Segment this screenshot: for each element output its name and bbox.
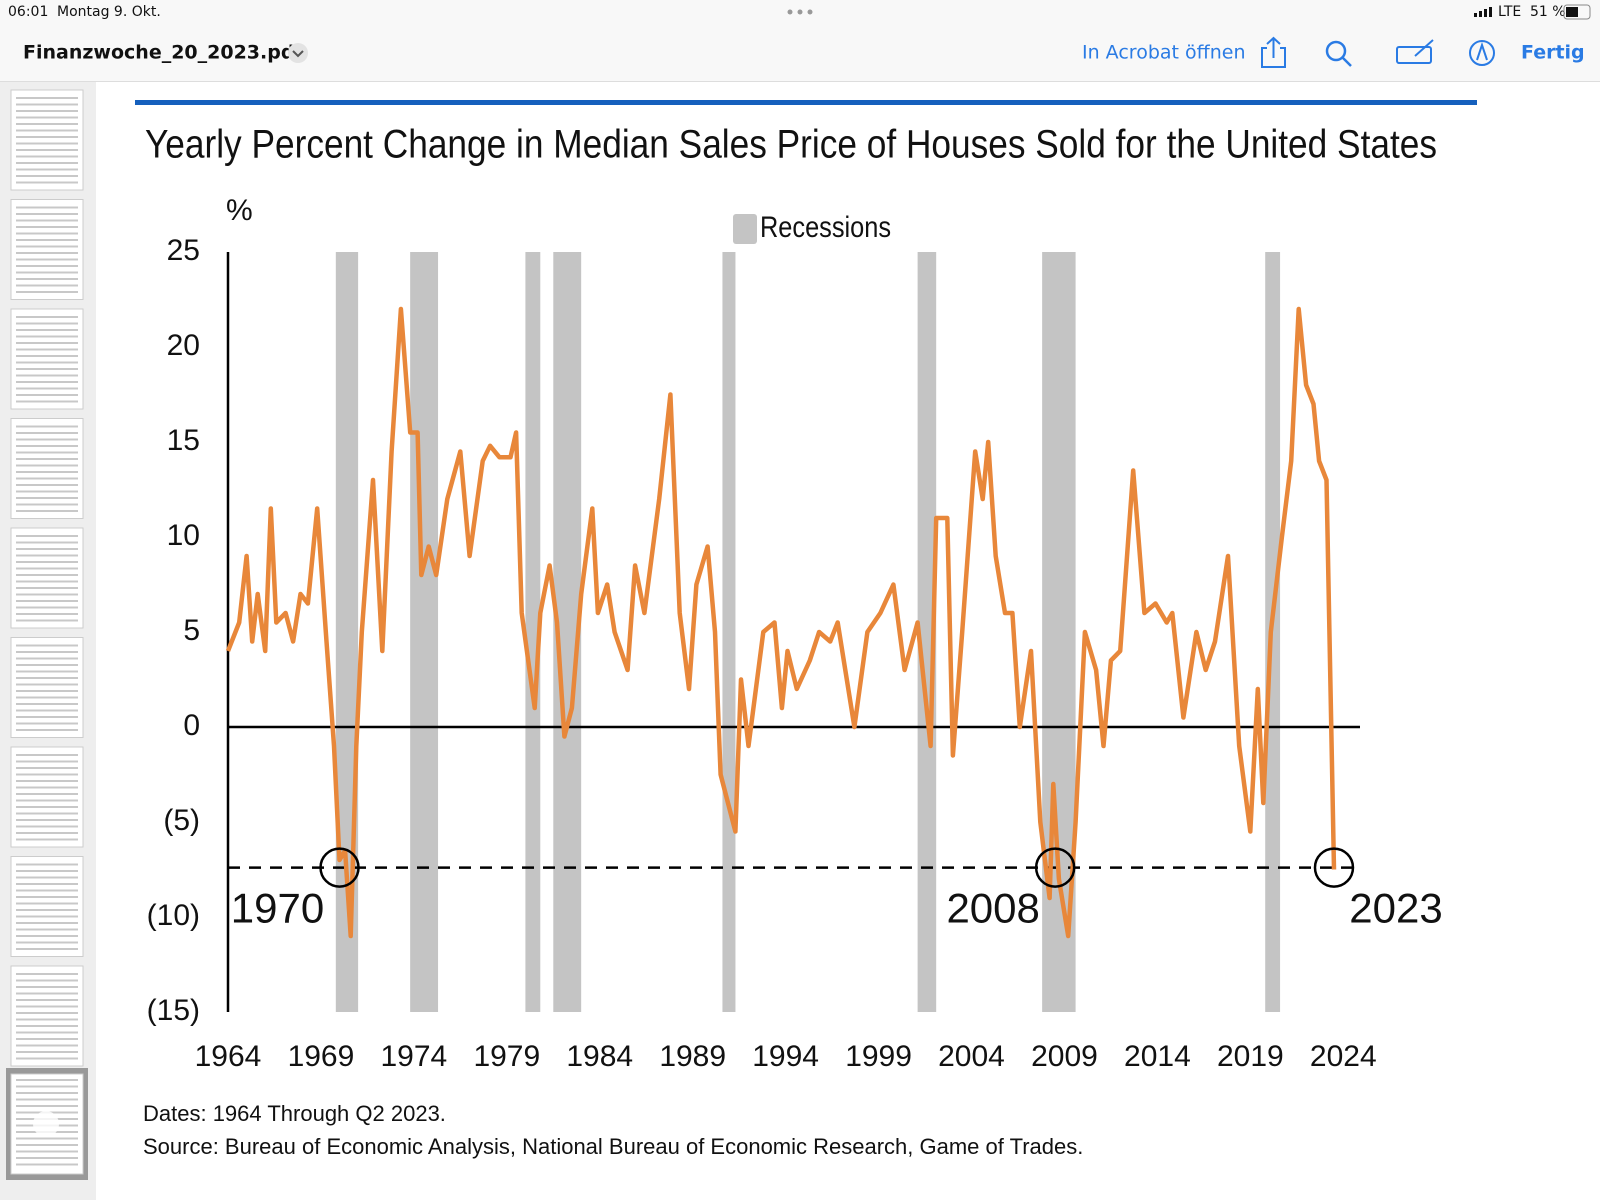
thumbnails [6,89,88,1180]
x-tick-label: 2024 [1310,1040,1377,1073]
markup-button[interactable] [1469,40,1495,66]
y-tick-label: 0 [183,709,200,742]
y-tick-label: (10) [147,899,200,932]
y-tick-label: 5 [183,614,200,647]
thumbnail[interactable] [10,637,84,738]
recession-band [525,252,541,1012]
x-tick-label: 1999 [845,1040,912,1073]
thumbnail[interactable] [10,89,84,191]
more-dots[interactable] [787,9,813,15]
x-tick-label: 1989 [659,1040,726,1073]
annotation-circle [1313,847,1355,888]
x-tick-label: 2014 [1124,1040,1191,1073]
battery-icon [1563,4,1591,20]
network: LTE [1498,4,1521,20]
y-tick-label: (15) [147,994,200,1027]
header-rule [135,100,1477,105]
x-tick-label: 2009 [1031,1040,1098,1073]
thumbnail[interactable] [10,527,84,629]
search-button[interactable] [1325,40,1352,67]
done-button[interactable]: Fertig [1521,42,1585,64]
legend-label: Recessions [760,211,891,244]
page-menu[interactable] [33,1111,59,1137]
y-tick-label: 15 [167,424,200,457]
share-button[interactable] [1261,36,1286,68]
recession-band [722,252,736,1012]
annotate-button[interactable] [1396,39,1434,64]
x-tick-label: 1984 [566,1040,633,1073]
file-menu-chevron[interactable] [288,43,308,63]
footnote: Source: Bureau of Economic Analysis, Nat… [143,1134,1083,1159]
x-tick-label: 2004 [938,1040,1005,1073]
x-tick-label: 2019 [1217,1040,1284,1073]
thumbnail[interactable] [10,965,84,1067]
file-name[interactable]: Finanzwoche_20_2023.pdf [23,42,303,64]
x-tick-label: 1974 [381,1040,448,1073]
y-tick-label: 25 [167,234,200,267]
status-time: 06:01 [8,4,48,20]
y-axis-label: % [226,194,253,227]
thumbnail[interactable] [10,308,84,410]
chart-title: Yearly Percent Change in Median Sales Pr… [145,123,1437,167]
recession-band [410,252,439,1012]
thumbnail[interactable] [10,418,84,519]
x-tick-label: 1979 [473,1040,540,1073]
footnote: Dates: 1964 Through Q2 2023. [143,1101,446,1126]
status-date: Montag 9. Okt. [57,4,161,20]
x-tick-label: 1994 [752,1040,819,1073]
x-tick-label: 1969 [288,1040,355,1073]
thumbnail[interactable] [10,746,84,848]
thumbnail[interactable] [10,199,84,300]
y-tick-label: 20 [167,329,200,362]
x-tick-label: 1964 [195,1040,262,1073]
battery-level: 51 % [1530,4,1566,20]
annotation-label: 2008 [946,885,1039,932]
recession-band [917,252,937,1012]
legend-swatch [733,214,757,244]
data-line [225,306,1337,939]
annotation-circle [319,847,360,888]
y-tick-label: (5) [163,804,200,837]
annotation-label: 2023 [1349,885,1442,932]
signal-icon [1474,7,1492,17]
annotation-circle [1034,847,1076,888]
annotation-label: 1970 [231,885,324,932]
y-tick-label: 10 [167,519,200,552]
open-in-acrobat[interactable]: In Acrobat öffnen [1082,42,1246,64]
thumbnail[interactable] [10,856,84,957]
